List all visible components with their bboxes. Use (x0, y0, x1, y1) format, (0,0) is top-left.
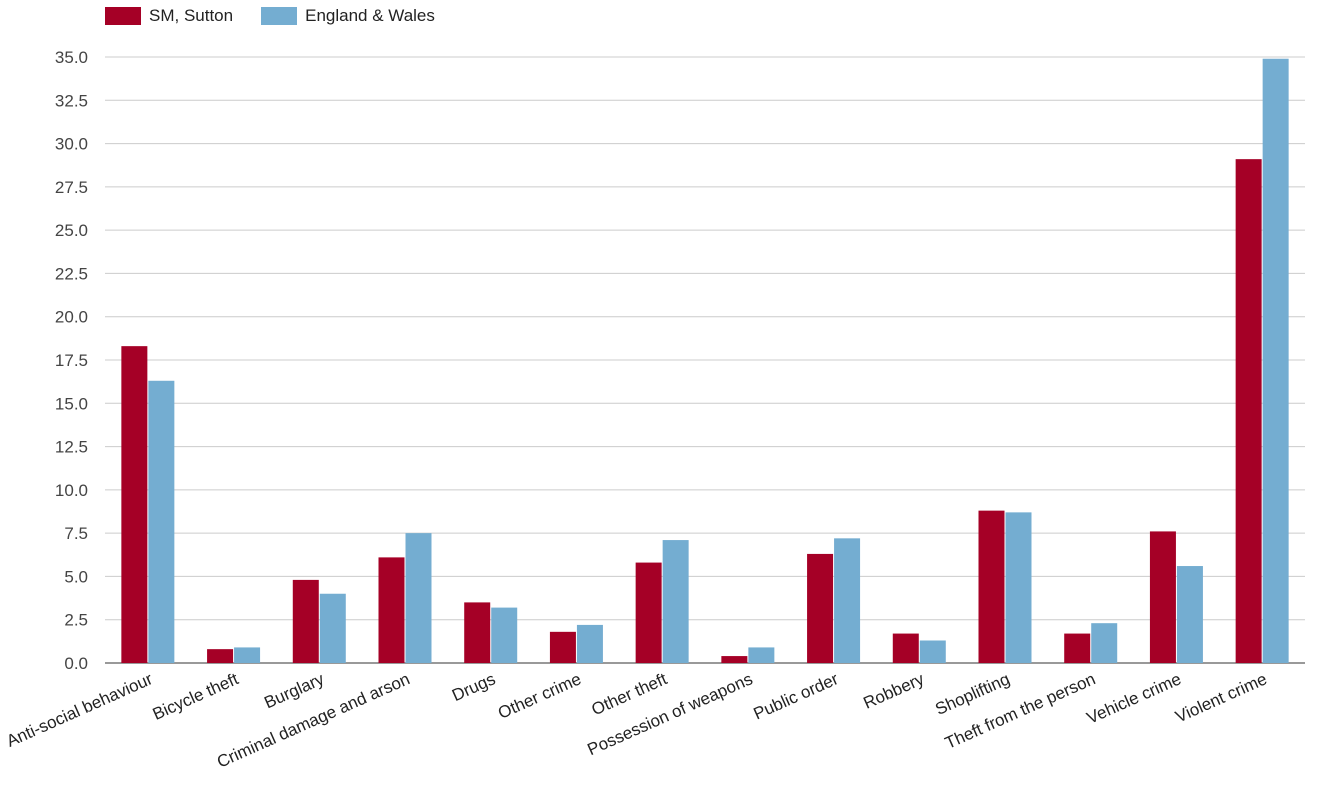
bar-england-wales (405, 533, 432, 663)
x-category-label: Violent crime (1173, 669, 1270, 726)
x-category-label: Bicycle theft (150, 669, 242, 724)
x-category-label: Anti-social behaviour (4, 669, 156, 751)
bar-england-wales (834, 538, 861, 663)
y-tick-label: 15.0 (55, 394, 88, 413)
y-tick-label: 0.0 (64, 654, 88, 673)
x-category-label: Other crime (495, 669, 584, 722)
x-category-label: Drugs (449, 669, 498, 705)
legend: SM, Sutton England & Wales (105, 6, 435, 26)
bar-sutton (121, 346, 148, 663)
bar-sutton (1235, 159, 1262, 663)
bar-sutton (978, 510, 1005, 663)
legend-swatch-england-wales (261, 7, 298, 25)
y-tick-label: 5.0 (64, 567, 88, 586)
bar-england-wales (919, 640, 946, 663)
y-tick-label: 17.5 (55, 351, 88, 370)
bar-england-wales (1262, 58, 1289, 663)
y-tick-label: 7.5 (64, 524, 88, 543)
x-category-label: Possession of weapons (585, 669, 756, 759)
bar-sutton (292, 579, 319, 663)
y-tick-label: 12.5 (55, 438, 88, 457)
bar-england-wales (1091, 623, 1118, 663)
bar-sutton (378, 557, 405, 663)
bar-england-wales (234, 647, 261, 663)
bar-sutton (464, 602, 491, 663)
legend-swatch-sutton (105, 7, 141, 25)
y-tick-label: 2.5 (64, 611, 88, 630)
bar-england-wales (1176, 566, 1203, 663)
x-category-label: Burglary (261, 669, 327, 712)
legend-label-england-wales: England & Wales (305, 6, 435, 25)
bar-sutton (721, 656, 748, 663)
bar-sutton (207, 649, 234, 663)
y-tick-label: 30.0 (55, 135, 88, 154)
x-category-label: Theft from the person (942, 669, 1098, 752)
bar-sutton (635, 562, 662, 663)
bar-sutton (892, 633, 919, 663)
y-tick-label: 35.0 (55, 48, 88, 67)
y-tick-label: 32.5 (55, 91, 88, 110)
legend-item-sutton[interactable]: SM, Sutton (105, 6, 233, 26)
bar-england-wales (319, 593, 346, 663)
bar-england-wales (576, 624, 603, 663)
bar-england-wales (491, 607, 518, 663)
bar-sutton (807, 553, 834, 663)
y-tick-label: 20.0 (55, 308, 88, 327)
y-tick-label: 10.0 (55, 481, 88, 500)
bar-england-wales (662, 540, 689, 663)
bar-england-wales (748, 647, 775, 663)
bar-england-wales (148, 380, 175, 663)
bar-sutton (549, 631, 576, 663)
x-category-label: Vehicle crime (1084, 669, 1184, 727)
y-tick-label: 22.5 (55, 264, 88, 283)
legend-label-sutton: SM, Sutton (149, 6, 234, 25)
bar-sutton (1064, 633, 1091, 663)
legend-item-england-wales[interactable]: England & Wales (261, 6, 435, 26)
y-tick-label: 27.5 (55, 178, 88, 197)
x-category-label: Robbery (860, 669, 927, 713)
bar-sutton (1149, 531, 1176, 663)
y-tick-label: 25.0 (55, 221, 88, 240)
x-category-label: Public order (751, 669, 842, 723)
bar-england-wales (1005, 512, 1032, 663)
